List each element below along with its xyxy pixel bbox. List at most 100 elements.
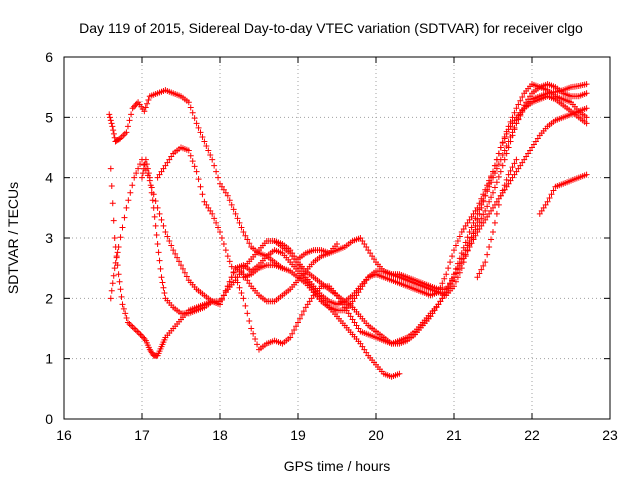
data-point — [472, 232, 479, 239]
data-point — [365, 247, 372, 254]
data-point — [345, 310, 352, 317]
data-point — [371, 256, 378, 263]
data-point — [218, 183, 225, 190]
data-point — [244, 236, 251, 243]
data-point — [511, 117, 518, 124]
data-point — [187, 104, 194, 111]
data-point — [109, 200, 116, 207]
data-point — [491, 162, 498, 169]
data-point — [493, 210, 500, 217]
data-point — [505, 123, 512, 130]
data-point — [462, 239, 469, 246]
data-point — [491, 184, 498, 191]
data-point — [114, 249, 121, 256]
data-point — [505, 144, 512, 151]
data-point — [466, 216, 473, 223]
data-point — [185, 147, 192, 154]
data-point — [164, 159, 171, 166]
data-point — [503, 150, 510, 157]
data-point — [168, 153, 175, 160]
data-point — [195, 176, 202, 183]
data-point — [238, 268, 245, 275]
data-point — [472, 215, 479, 222]
data-point — [503, 128, 510, 135]
data-point — [468, 240, 475, 247]
data-point — [499, 152, 506, 159]
data-point — [140, 334, 147, 341]
data-point — [519, 159, 526, 166]
data-point — [160, 284, 167, 291]
data-point — [133, 100, 140, 107]
data-point — [548, 191, 555, 198]
data-point — [113, 254, 120, 261]
data-point — [191, 163, 198, 170]
data-point — [486, 244, 493, 251]
data-point — [452, 278, 459, 285]
data-point — [478, 215, 485, 222]
data-point — [486, 210, 493, 217]
y-tick-label: 5 — [45, 109, 53, 125]
data-point — [161, 290, 168, 297]
y-tick-label: 6 — [45, 49, 53, 65]
data-point — [291, 253, 298, 260]
data-point — [211, 162, 218, 169]
data-point — [160, 222, 167, 229]
data-point — [211, 215, 218, 222]
data-point — [189, 109, 196, 116]
data-point — [164, 233, 171, 240]
data-point — [466, 244, 473, 251]
data-point — [127, 189, 134, 196]
data-point — [109, 123, 116, 130]
data-point — [482, 207, 489, 214]
data-point — [207, 207, 214, 214]
data-point — [480, 211, 487, 218]
data-point — [244, 310, 251, 317]
data-point — [460, 255, 467, 262]
data-point — [357, 340, 364, 347]
data-point — [135, 330, 142, 337]
data-point — [583, 105, 590, 112]
data-point — [125, 197, 132, 204]
data-point — [441, 292, 448, 299]
data-point — [359, 343, 366, 350]
data-point — [139, 174, 145, 181]
data-point — [486, 177, 493, 184]
x-tick-label: 18 — [212, 427, 228, 443]
data-point — [234, 215, 241, 222]
data-point — [150, 191, 157, 198]
data-point — [462, 251, 469, 258]
data-point — [478, 195, 485, 202]
data-point — [347, 313, 354, 320]
data-point — [509, 164, 516, 171]
x-tick-label: 21 — [446, 427, 462, 443]
data-point — [109, 280, 116, 287]
data-point — [513, 156, 520, 163]
data-point — [490, 204, 496, 211]
data-point — [334, 241, 340, 248]
data-point — [140, 161, 147, 168]
data-point — [191, 115, 198, 122]
data-point — [108, 182, 115, 189]
data-point — [228, 263, 235, 270]
data-point — [523, 153, 530, 160]
data-point — [429, 310, 436, 317]
data-point — [367, 250, 374, 257]
data-point — [476, 219, 483, 226]
data-point — [439, 295, 446, 302]
data-point — [501, 133, 508, 140]
data-point — [126, 320, 133, 327]
data-point — [474, 274, 481, 281]
data-point — [462, 222, 469, 229]
data-point — [449, 277, 456, 284]
data-point — [203, 201, 210, 208]
data-point — [159, 279, 166, 286]
data-point — [108, 287, 115, 294]
data-point — [110, 130, 117, 137]
data-point — [511, 109, 518, 116]
data-point — [427, 313, 434, 320]
data-point — [238, 224, 245, 231]
data-point — [230, 268, 237, 275]
data-point — [132, 327, 139, 334]
data-point — [142, 104, 149, 111]
